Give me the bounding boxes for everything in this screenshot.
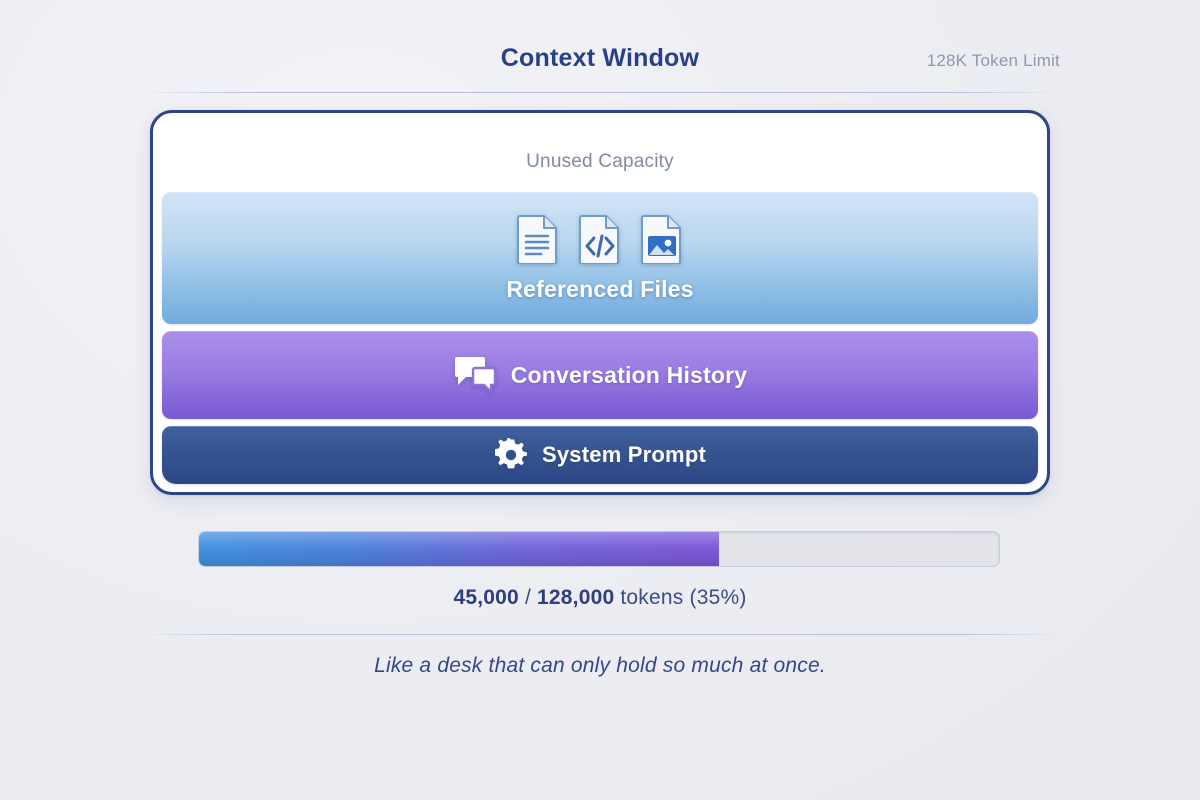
- image-file-icon: [641, 214, 683, 264]
- context-window-container: Unused Capacity: [150, 110, 1050, 495]
- token-separator: /: [524, 586, 531, 609]
- token-usage-progress-fill: [199, 532, 719, 566]
- header: Context Window 128K Token Limit: [140, 44, 1060, 92]
- header-divider: [140, 92, 1060, 93]
- file-icon-group: [517, 214, 683, 264]
- chat-bubbles-icon: [453, 356, 497, 394]
- gear-icon: [494, 438, 528, 472]
- page-title: Context Window: [500, 44, 700, 72]
- layer-label-referenced-files: Referenced Files: [506, 275, 694, 302]
- token-limit-label: 128K Token Limit: [926, 51, 1060, 70]
- footer-divider: [140, 634, 1060, 635]
- footer-caption: Like a desk that can only hold so much a…: [374, 654, 826, 677]
- used-tokens-value: 45,000: [453, 586, 519, 609]
- layer-system-prompt[interactable]: System Prompt: [162, 426, 1038, 484]
- token-count-label: 45,000 / 128,000 tokens (35%): [0, 586, 1200, 610]
- unused-capacity-label: Unused Capacity: [526, 151, 674, 172]
- layer-conversation-history[interactable]: Conversation History: [162, 331, 1038, 419]
- code-file-icon: [579, 214, 621, 264]
- layer-label-system-prompt: System Prompt: [542, 442, 706, 467]
- document-file-icon: [517, 214, 559, 264]
- token-usage-progress-bar[interactable]: [198, 531, 1000, 567]
- layer-label-conversation-history: Conversation History: [510, 361, 748, 388]
- token-percent-label: (35%): [689, 586, 747, 609]
- layer-referenced-files[interactable]: Referenced Files: [162, 192, 1038, 324]
- token-unit-label: tokens: [620, 586, 684, 609]
- total-tokens-value: 128,000: [537, 586, 615, 609]
